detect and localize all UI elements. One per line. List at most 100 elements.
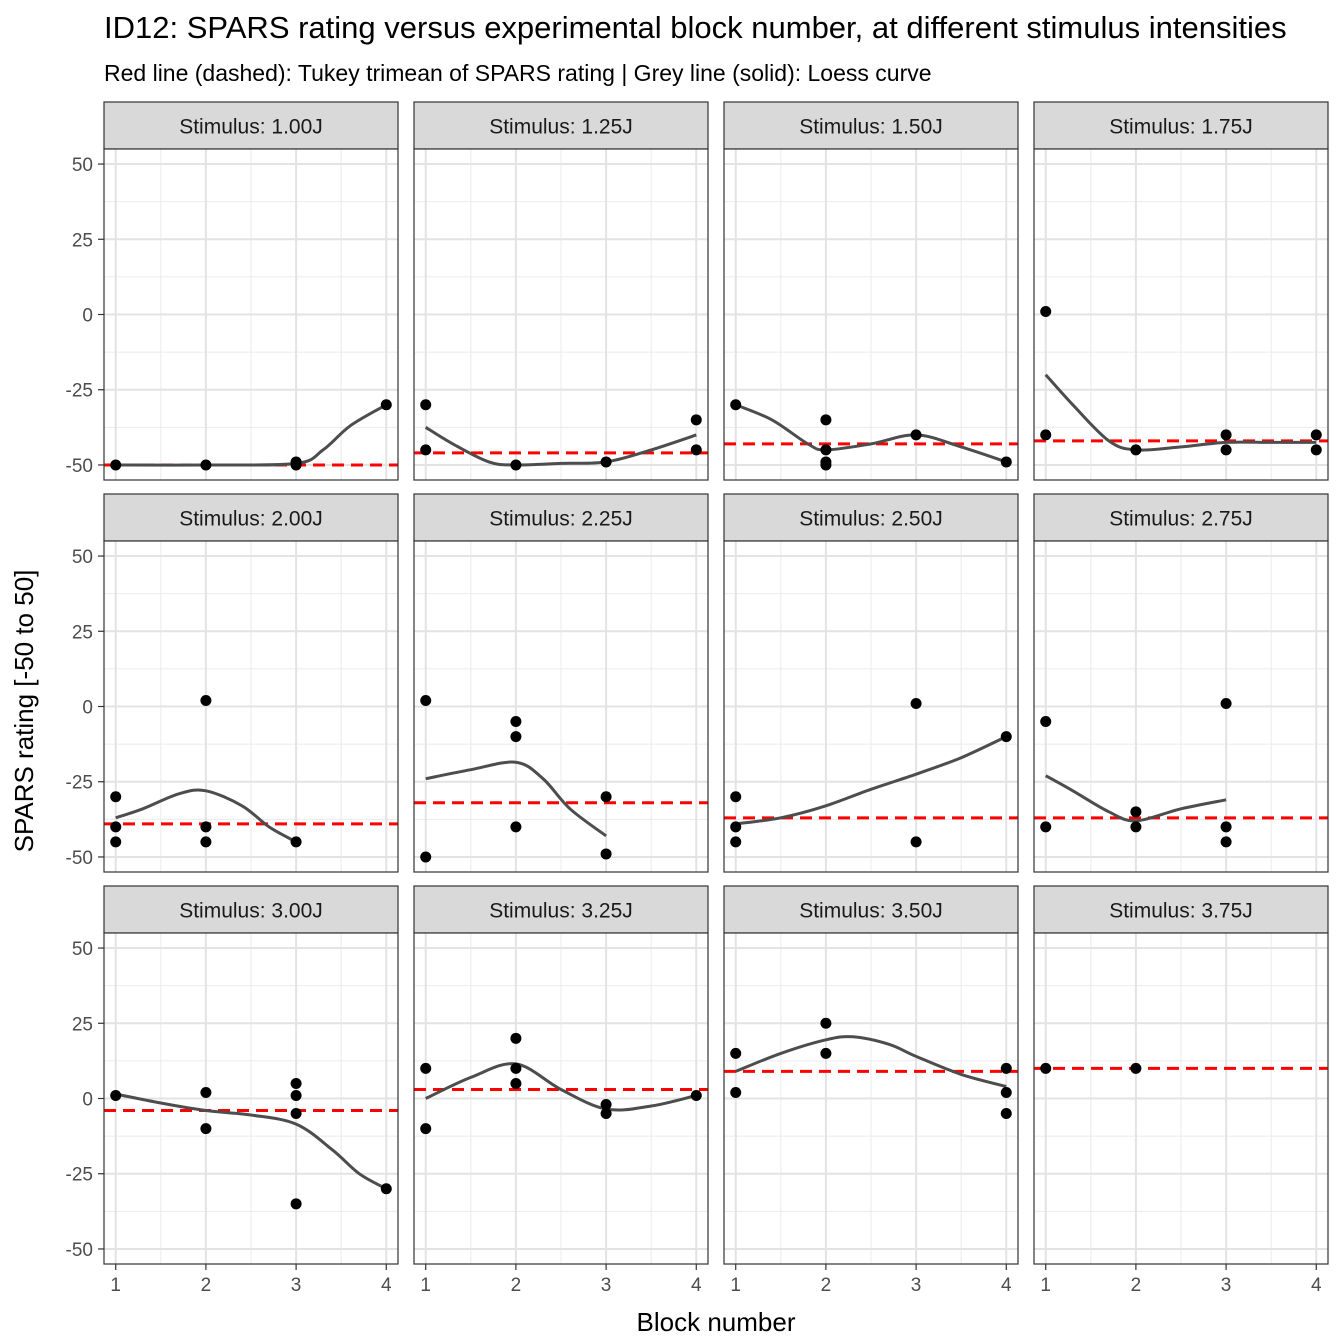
facet-strip-label: Stimulus: 2.50J [799, 508, 943, 531]
loess-curve [735, 735, 1007, 826]
data-point [690, 414, 702, 426]
data-point [730, 1086, 742, 1098]
x-tick-label: 4 [381, 1275, 392, 1296]
facet-strip [723, 885, 1019, 934]
data-point [1040, 305, 1052, 317]
data-point [200, 694, 212, 706]
facet-panel: Stimulus: 1.25J [413, 101, 709, 481]
panel-border [723, 148, 1019, 481]
y-tick-label: 0 [82, 1090, 93, 1111]
x-tick-label: 1 [730, 1275, 741, 1296]
panel-border [413, 932, 709, 1265]
y-tick-label: -50 [66, 848, 93, 869]
loess-curve [1044, 774, 1227, 823]
data-point [600, 456, 612, 468]
data-point [510, 1062, 522, 1074]
data-point [820, 444, 832, 456]
data-point [1000, 456, 1012, 468]
data-point [1040, 821, 1052, 833]
data-point [510, 731, 522, 743]
data-point [200, 836, 212, 848]
panels-layer: Stimulus: 1.00J -50 -25 0 25 50 Stimulus: 1.25… [66, 101, 1329, 1296]
data-point [290, 1089, 302, 1101]
facet-strip-label: Stimulus: 1.50J [799, 116, 943, 139]
data-point [510, 716, 522, 728]
y-tick-label: 25 [72, 230, 93, 251]
data-point [380, 399, 392, 411]
y-tick-label: -50 [66, 1240, 93, 1261]
y-tick-label: -50 [66, 456, 93, 477]
facet-strip [1033, 493, 1329, 542]
y-tick-label: 0 [82, 306, 93, 327]
y-tick-label: 0 [82, 698, 93, 719]
y-tick-label: -25 [66, 1165, 93, 1186]
y-tick-label: 50 [72, 547, 93, 568]
data-point [730, 1047, 742, 1059]
data-point [1040, 429, 1052, 441]
data-point [420, 444, 432, 456]
facet-strip [413, 101, 709, 150]
y-axis-label: SPARS rating [-50 to 50] [9, 570, 39, 853]
facet-strip-label: Stimulus: 3.25J [489, 900, 633, 923]
panel-border [723, 540, 1019, 873]
facet-strip-label: Stimulus: 3.00J [179, 900, 323, 923]
facet-strip-label: Stimulus: 2.75J [1109, 508, 1253, 531]
x-axis-label: Block number [637, 1307, 796, 1337]
facet-strip-label: Stimulus: 2.25J [489, 508, 633, 531]
facet-strip-label: Stimulus: 3.75J [1109, 900, 1253, 923]
data-point [110, 821, 122, 833]
data-point [420, 694, 432, 706]
data-point [510, 821, 522, 833]
loess-curve [424, 426, 697, 467]
data-point [290, 836, 302, 848]
data-point [1220, 429, 1232, 441]
data-point [290, 1077, 302, 1089]
facet-strip-label: Stimulus: 1.00J [179, 116, 323, 139]
data-point [380, 1183, 392, 1195]
data-point [1130, 806, 1142, 818]
data-point [820, 459, 832, 471]
loess-curve [735, 1035, 1007, 1088]
data-point [910, 697, 922, 709]
facet-strip [1033, 101, 1329, 150]
data-point [730, 791, 742, 803]
data-point [910, 836, 922, 848]
data-point [1310, 429, 1322, 441]
facet-strip-label: Stimulus: 1.75J [1109, 116, 1253, 139]
data-point [1130, 444, 1142, 456]
panel-border [1033, 932, 1329, 1265]
data-point [420, 399, 432, 411]
panel-border [413, 540, 709, 873]
x-tick-label: 3 [1221, 1275, 1232, 1296]
data-point [1220, 697, 1232, 709]
panel-border [1033, 148, 1329, 481]
y-tick-label: 50 [72, 939, 93, 960]
data-point [1000, 1108, 1012, 1120]
data-point [600, 848, 612, 860]
x-tick-label: 2 [201, 1275, 212, 1296]
panel-border [723, 932, 1019, 1265]
data-point [600, 791, 612, 803]
x-tick-label: 3 [601, 1275, 612, 1296]
panel-border [413, 148, 709, 481]
y-tick-label: -25 [66, 381, 93, 402]
chart-title: ID12: SPARS rating versus experimental b… [104, 10, 1287, 45]
data-point [510, 1077, 522, 1089]
data-point [1000, 1062, 1012, 1074]
loess-curve [115, 403, 388, 467]
x-tick-label: 2 [511, 1275, 522, 1296]
data-point [600, 1099, 612, 1111]
facet-panel: Stimulus: 1.50J [723, 101, 1019, 481]
facet-strip [723, 101, 1019, 150]
data-point [110, 459, 122, 471]
data-point [510, 459, 522, 471]
loess-curve [1044, 373, 1317, 452]
data-point [420, 1123, 432, 1135]
facet-panel: Stimulus: 1.00J -50 -25 0 25 50 [66, 101, 399, 481]
x-tick-label: 4 [691, 1275, 702, 1296]
facet-panel: Stimulus: 3.50J 1 2 3 4 [723, 885, 1019, 1296]
chart-subtitle: Red line (dashed): Tukey trimean of SPAR… [104, 60, 932, 86]
data-point [200, 1123, 212, 1135]
facet-panel: Stimulus: 1.75J [1033, 101, 1329, 481]
